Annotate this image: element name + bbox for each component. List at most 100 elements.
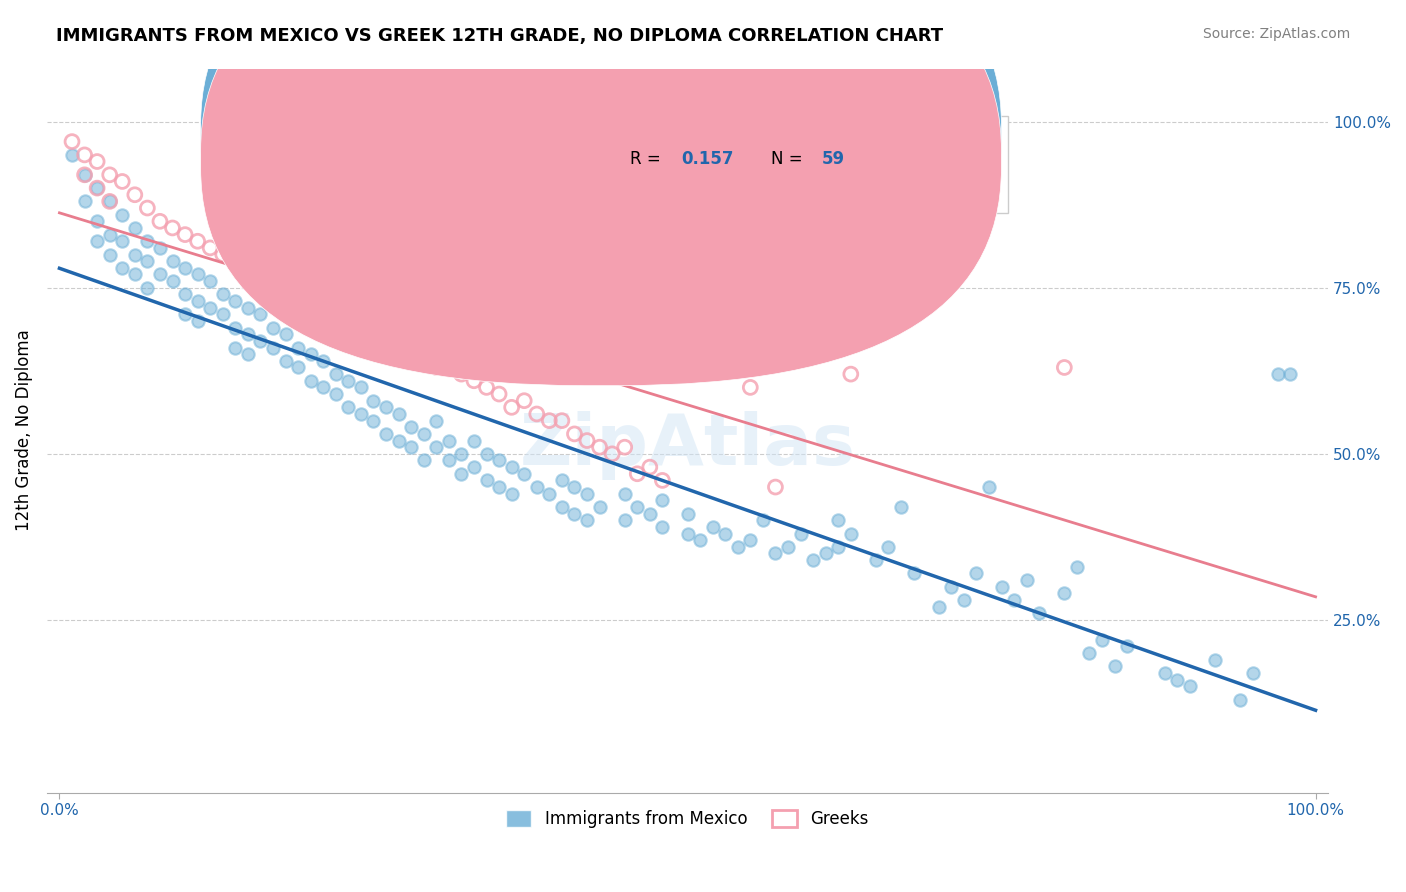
Point <box>162 221 184 235</box>
Point <box>613 513 636 527</box>
Point <box>676 301 699 315</box>
Point <box>86 234 108 248</box>
Point <box>224 320 246 334</box>
Point <box>928 247 950 261</box>
Text: R =: R = <box>630 123 666 141</box>
Point <box>98 227 121 242</box>
Point <box>350 380 373 394</box>
Point <box>60 148 83 162</box>
Point <box>98 194 121 209</box>
Point <box>363 320 385 334</box>
Point <box>375 401 398 415</box>
Point <box>124 247 146 261</box>
Point <box>501 486 523 500</box>
Point <box>1028 607 1050 621</box>
Point <box>162 254 184 268</box>
Point <box>501 460 523 475</box>
Point <box>211 307 233 321</box>
Point <box>928 599 950 614</box>
Point <box>399 341 422 355</box>
Point <box>513 393 536 408</box>
Text: N =: N = <box>770 123 807 141</box>
Legend: Immigrants from Mexico, Greeks: Immigrants from Mexico, Greeks <box>499 804 876 835</box>
Point <box>287 287 309 301</box>
Point <box>450 467 472 481</box>
Point <box>1267 367 1289 381</box>
Point <box>98 247 121 261</box>
Text: N =: N = <box>770 150 807 168</box>
Point <box>388 334 411 348</box>
Point <box>1091 632 1114 647</box>
Point <box>564 480 586 494</box>
Point <box>262 281 284 295</box>
Point <box>676 507 699 521</box>
Point <box>162 274 184 288</box>
Point <box>1229 692 1251 706</box>
Point <box>111 260 134 275</box>
Point <box>174 260 197 275</box>
Point <box>789 526 811 541</box>
Point <box>86 214 108 228</box>
Point <box>1078 646 1101 660</box>
Point <box>965 566 987 581</box>
Point <box>211 247 233 261</box>
Point <box>73 194 96 209</box>
Point <box>236 301 259 315</box>
Point <box>299 374 322 388</box>
Point <box>765 480 787 494</box>
Point <box>224 254 246 268</box>
Point <box>564 507 586 521</box>
Point <box>488 453 510 467</box>
Point <box>776 540 799 554</box>
Point <box>236 347 259 361</box>
Point <box>463 460 485 475</box>
Point <box>651 474 673 488</box>
Point <box>475 380 498 394</box>
Point <box>676 526 699 541</box>
Point <box>375 327 398 342</box>
Point <box>149 214 172 228</box>
Point <box>337 314 360 328</box>
Point <box>136 254 159 268</box>
Point <box>1104 659 1126 673</box>
Point <box>626 500 648 514</box>
Point <box>475 474 498 488</box>
Point <box>224 341 246 355</box>
Point <box>600 447 623 461</box>
Point <box>1066 559 1088 574</box>
Point <box>388 407 411 421</box>
Point <box>638 460 661 475</box>
Point <box>211 287 233 301</box>
Point <box>350 307 373 321</box>
Point <box>1166 673 1188 687</box>
Point <box>149 268 172 282</box>
Text: -0.745: -0.745 <box>681 123 741 141</box>
Point <box>538 486 561 500</box>
Point <box>111 174 134 188</box>
Point <box>249 307 271 321</box>
Point <box>865 553 887 567</box>
Point <box>425 414 447 428</box>
Point <box>588 500 610 514</box>
Point <box>136 201 159 215</box>
Point <box>551 500 574 514</box>
Point <box>538 414 561 428</box>
Point <box>86 154 108 169</box>
Point <box>312 354 335 368</box>
Point <box>977 480 1000 494</box>
Point <box>399 440 422 454</box>
Point <box>702 520 724 534</box>
Point <box>174 287 197 301</box>
Point <box>513 467 536 481</box>
Point <box>551 414 574 428</box>
Point <box>526 480 548 494</box>
Point <box>488 387 510 401</box>
Point <box>437 453 460 467</box>
Text: IMMIGRANTS FROM MEXICO VS GREEK 12TH GRADE, NO DIPLOMA CORRELATION CHART: IMMIGRANTS FROM MEXICO VS GREEK 12TH GRA… <box>56 27 943 45</box>
Point <box>249 334 271 348</box>
Point <box>363 414 385 428</box>
Point <box>1153 666 1175 681</box>
FancyBboxPatch shape <box>560 116 1008 213</box>
Point <box>149 241 172 255</box>
Point <box>312 293 335 308</box>
